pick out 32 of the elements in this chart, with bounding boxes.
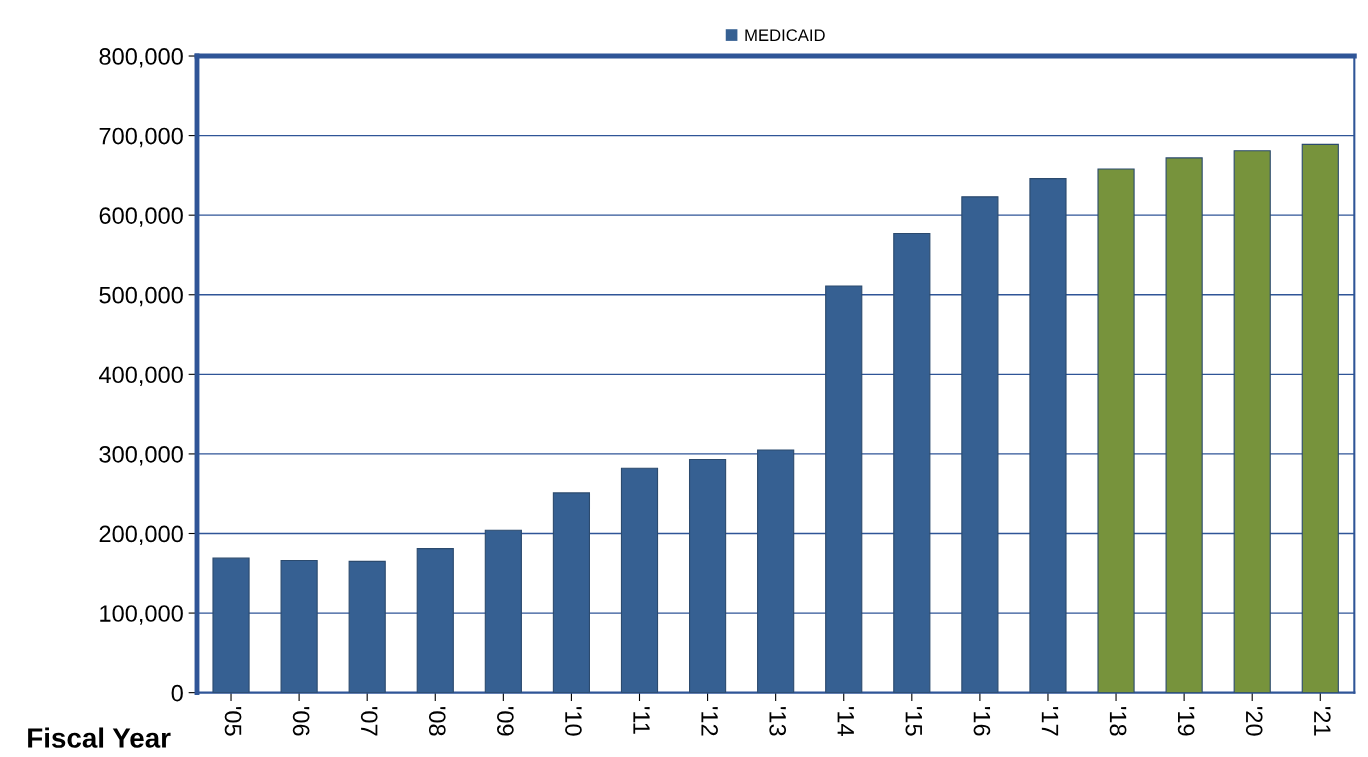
bar: [1233, 150, 1271, 693]
x-tick-label: '07: [360, 707, 378, 736]
bar: [1165, 157, 1203, 693]
legend-label: MEDICAID: [745, 29, 825, 42]
x-tick-label: '11: [633, 707, 650, 734]
y-tick-label: 100,000: [100, 605, 183, 625]
x-tick-label: '10: [565, 707, 582, 736]
x-tick-label: '08: [428, 707, 446, 736]
x-tick-label: '16: [973, 707, 991, 736]
x-tick-label: '09: [497, 707, 514, 736]
x-tick-label: '06: [292, 707, 310, 736]
x-tick-label: '14: [837, 707, 854, 736]
bar: [1301, 143, 1339, 693]
y-tick-label: 700,000: [99, 127, 183, 148]
y-tick-label: 200,000: [99, 525, 183, 546]
y-tick-label: 800,000: [99, 48, 183, 68]
x-tick-label: '15: [905, 707, 922, 736]
x-tick-label: '13: [769, 707, 787, 736]
bar: [1097, 168, 1135, 693]
x-tick-label: '05: [224, 707, 242, 736]
x-tick-label: '20: [1245, 707, 1263, 736]
x-tick-label: '19: [1177, 707, 1195, 736]
y-tick-label: 500,000: [99, 286, 183, 307]
x-tick-label: '17: [1041, 707, 1059, 736]
x-tick-label: '21: [1314, 707, 1331, 736]
x-axis-title: Fiscal Year: [28, 727, 171, 748]
y-tick-label: 300,000: [99, 445, 183, 466]
y-tick-label: 0: [171, 684, 183, 702]
y-tick-label: 400,000: [99, 366, 183, 386]
x-tick-label: '12: [701, 707, 718, 736]
x-tick-label: '18: [1109, 707, 1127, 736]
y-tick-label: 600,000: [99, 207, 183, 227]
